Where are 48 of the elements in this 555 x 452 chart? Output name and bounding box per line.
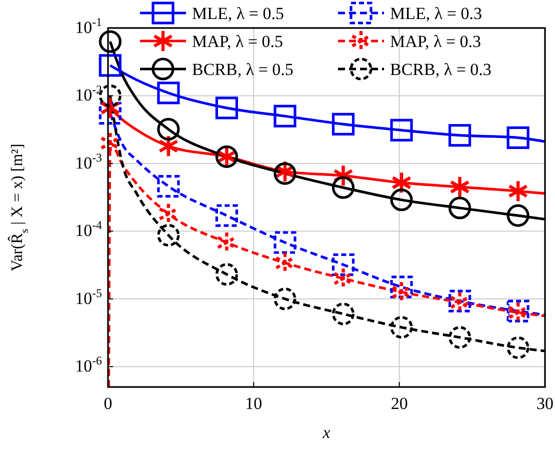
point <box>390 188 413 212</box>
y-tick-label: 10$^{-1}$ <box>75 15 102 37</box>
point <box>390 276 413 298</box>
point <box>157 82 180 104</box>
y-tick-label: 10$^{-3}$ <box>75 150 102 172</box>
point <box>506 336 530 360</box>
x-tick-label: 10 <box>245 394 262 413</box>
point <box>448 196 472 220</box>
point <box>391 171 412 194</box>
point <box>448 326 472 349</box>
legend-label: MAP, λ = 0.3 <box>390 32 482 51</box>
legend-label: MLE, λ = 0.5 <box>192 4 284 23</box>
y-tick-label: 10$^{-4}$ <box>75 218 102 240</box>
point <box>98 30 122 53</box>
legend-label: MLE, λ = 0.3 <box>390 4 482 23</box>
point <box>100 96 120 120</box>
point <box>332 112 355 136</box>
x-tick-label: 0 <box>104 394 112 413</box>
point <box>332 253 355 276</box>
y-tick-label: 10$^{-5}$ <box>75 286 102 308</box>
point <box>98 54 122 77</box>
point <box>450 175 470 199</box>
point <box>332 302 355 326</box>
point <box>448 124 472 147</box>
legend-label: MAP, λ = 0.5 <box>192 32 284 51</box>
point <box>506 126 530 149</box>
point <box>508 180 528 203</box>
x-tick-label: 30 <box>536 394 554 413</box>
point <box>390 316 413 339</box>
legend-label: BCRB, λ = 0.5 <box>192 60 294 79</box>
point <box>98 102 122 125</box>
point <box>157 224 180 247</box>
point <box>274 288 296 310</box>
point <box>157 118 180 141</box>
point <box>390 118 413 142</box>
legend-label: BCRB, λ = 0.3 <box>390 60 492 79</box>
point <box>215 204 238 227</box>
point <box>158 134 179 158</box>
point <box>157 174 180 198</box>
x-tick-label: 20 <box>390 394 408 413</box>
point <box>215 96 238 120</box>
point <box>332 176 355 199</box>
point <box>274 104 296 128</box>
point <box>506 204 530 227</box>
point <box>274 231 296 254</box>
y-tick-label: 10$^{-6}$ <box>75 354 102 376</box>
point <box>215 263 238 286</box>
x-axis-title: x <box>322 423 331 442</box>
